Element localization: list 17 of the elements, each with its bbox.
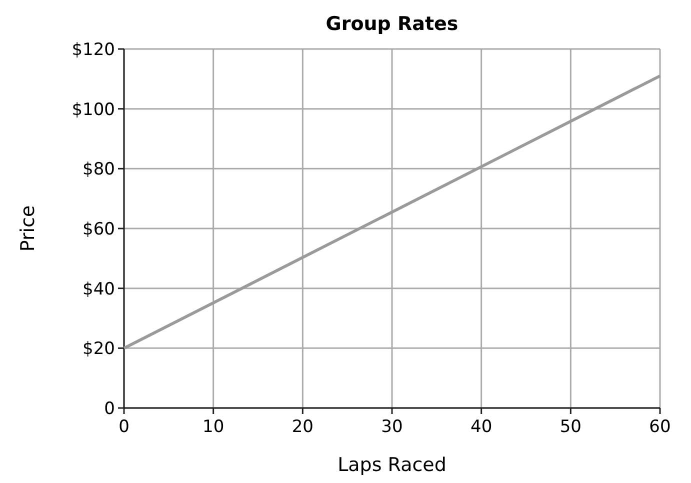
chart-title: Group Rates [326,13,458,35]
x-tick-label: 30 [381,417,403,437]
y-tick-label: $20 [82,339,115,360]
x-tick-label: 20 [292,417,314,437]
y-tick-label: $60 [82,220,115,240]
x-tick-label: 0 [118,417,130,437]
y-axis-title: Price [17,205,39,252]
y-tick-label: $40 [82,279,115,300]
x-tick-label: 10 [202,417,224,437]
x-axis-title: Laps Raced [338,454,446,476]
x-tick-label: 60 [649,417,671,437]
y-tick-label: $120 [72,40,115,60]
x-tick-label: 50 [560,417,582,437]
x-tick-label: 40 [470,417,492,437]
y-tick-label: 0 [104,399,115,419]
y-tick-label: $100 [72,100,115,120]
y-tick-label: $80 [82,160,115,180]
